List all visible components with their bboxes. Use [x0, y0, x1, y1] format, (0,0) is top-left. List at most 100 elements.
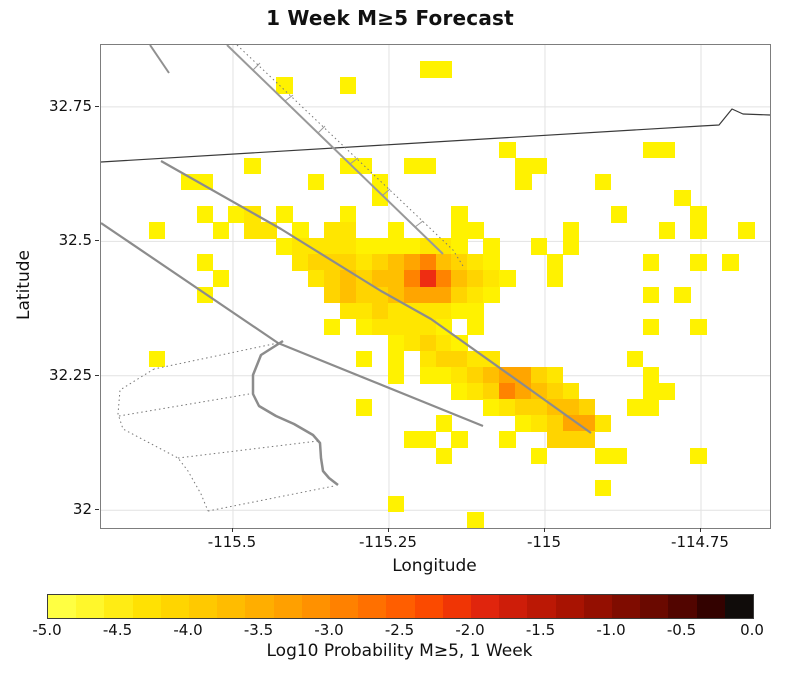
fault-ladder-ticks — [252, 62, 261, 71]
colorbar — [47, 594, 754, 619]
fault-ladder-ticks — [382, 188, 391, 196]
heatmap-cell — [403, 286, 421, 304]
heatmap-cell — [451, 367, 468, 384]
heatmap-cell — [403, 431, 421, 448]
heatmap-cell — [148, 350, 166, 368]
canal-dotted-b — [118, 393, 250, 417]
fault-top-left — [149, 45, 170, 74]
international-border — [101, 108, 770, 163]
heatmap-cell — [308, 254, 325, 271]
heatmap-cell — [467, 511, 484, 528]
heatmap-cell — [467, 350, 484, 368]
x-tick-label: -114.75 — [671, 533, 729, 551]
x-tick-label: -115.25 — [359, 533, 417, 551]
heatmap-cell — [387, 367, 405, 384]
heatmap-cell — [387, 495, 405, 513]
heatmap-cell — [515, 415, 532, 432]
colorbar-segment — [330, 595, 359, 618]
heatmap-cell — [690, 254, 707, 271]
heatmap-cell — [403, 318, 421, 336]
heatmap-cell — [658, 383, 675, 400]
colorbar-segment — [640, 595, 669, 618]
y-tick-label: 32 — [72, 500, 92, 519]
heatmap-cell — [531, 447, 548, 465]
heatmap-cell — [387, 254, 405, 271]
heatmap-cell — [308, 238, 325, 255]
heatmap-cell — [547, 367, 564, 384]
heatmap-cell — [578, 399, 596, 416]
colorbar-segment — [386, 595, 415, 618]
heatmap-cell — [435, 415, 452, 432]
heatmap-cell — [483, 383, 500, 400]
y-tick-mark — [95, 509, 99, 511]
heatmap-cell — [562, 415, 580, 432]
heatmap-cell — [562, 222, 580, 239]
heatmap-cell — [339, 302, 357, 320]
heatmap-cell — [626, 399, 644, 416]
colorbar-segment — [471, 595, 500, 618]
heatmap-cell — [642, 286, 659, 304]
heatmap-cell — [308, 173, 325, 191]
colorbar-tick-label: -3.5 — [243, 621, 274, 639]
heatmap-cell — [515, 367, 532, 384]
y-tick-mark — [95, 240, 99, 242]
heatmap-cell — [594, 415, 612, 432]
colorbar-tick-label: -1.5 — [525, 621, 556, 639]
fault-hatched — [226, 45, 444, 255]
heatmap-cell — [339, 77, 357, 94]
heatmap-cell — [531, 383, 548, 400]
heatmap-cell — [531, 399, 548, 416]
heatmap-cell — [371, 238, 389, 255]
heatmap-cell — [690, 222, 707, 239]
heatmap-cell — [483, 399, 500, 416]
heatmap-cell — [594, 479, 612, 497]
heatmap-cell — [642, 383, 659, 400]
heatmap-cell — [419, 350, 436, 368]
heatmap-cell — [339, 238, 357, 255]
heatmap-cell — [642, 399, 659, 416]
heatmap-cell — [196, 254, 213, 271]
heatmap-cell — [324, 270, 341, 287]
heatmap-cell — [276, 77, 293, 94]
colorbar-segment — [414, 595, 443, 618]
colorbar-segment — [583, 595, 613, 618]
heatmap-cell — [531, 367, 548, 384]
y-tick-label: 32.25 — [49, 365, 92, 384]
colorbar-tick-label: -3.0 — [314, 621, 344, 639]
heatmap-cell — [371, 254, 389, 271]
heatmap-cell — [403, 334, 421, 352]
x-tick-mark — [699, 528, 701, 532]
heatmap-cell — [467, 286, 484, 304]
heatmap-cell — [387, 222, 405, 239]
heatmap-cell — [515, 157, 532, 175]
heatmap-cell — [435, 447, 452, 465]
heatmap-cell — [451, 302, 468, 320]
heatmap-cell — [355, 318, 373, 336]
heatmap-cell — [658, 141, 675, 159]
y-axis-title: Latitude — [14, 250, 34, 320]
heatmap-cell — [435, 286, 452, 304]
fault-ladder-ticks — [414, 220, 424, 228]
y-tick-mark — [95, 105, 99, 107]
colorbar-segment — [104, 595, 133, 618]
heatmap-cell — [467, 318, 484, 336]
heatmap-cell — [387, 270, 405, 287]
heatmap-cell — [499, 399, 516, 416]
heatmap-cell — [339, 206, 357, 223]
colorbar-segment — [160, 595, 190, 618]
heatmap-cell — [276, 206, 293, 223]
heatmap-cell — [371, 318, 389, 336]
fault-south-diagonal — [101, 222, 484, 428]
heatmap-cell — [531, 238, 548, 255]
heatmap-cell — [578, 431, 596, 448]
heatmap-cell — [435, 367, 452, 384]
colorbar-tick-label: -2.5 — [384, 621, 415, 639]
fault-curved — [251, 339, 339, 486]
heatmap-cell — [387, 238, 405, 255]
heatmap-cell — [387, 286, 405, 304]
heatmap-cell — [594, 447, 612, 465]
heatmap-cell — [467, 302, 484, 320]
canal-dotted-west — [117, 368, 209, 512]
colorbar-segment — [527, 595, 556, 618]
